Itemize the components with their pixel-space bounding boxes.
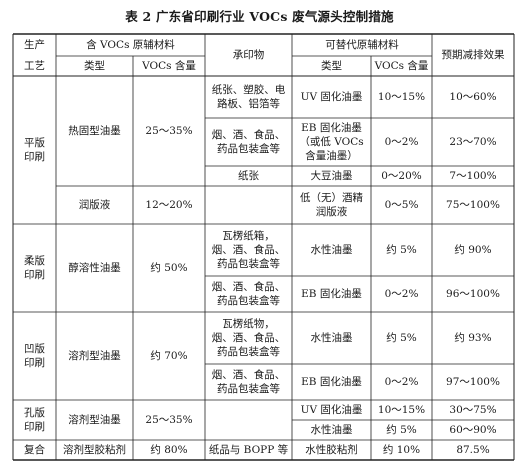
cell-alt-voc-fountain: 0～5% xyxy=(384,199,419,211)
cell-header-voc-material: 含 VOCs 原辅材料 xyxy=(86,39,175,51)
cell-alt-voc-gravure-1: 约 5% xyxy=(386,332,417,344)
cell-process-flexo: 柔版 印刷 xyxy=(24,255,45,281)
cell-substrate-flat-2: 烟、酒、食品、 药品包装盒等 xyxy=(211,129,286,155)
cell-header-alt-material: 可替代原辅材料 xyxy=(325,39,399,51)
cell-process-flat: 平版 印刷 xyxy=(24,137,45,163)
cell-substrate-flat-1: 纸张、塑胶、电 路板、铝箔等 xyxy=(211,84,286,110)
cell-reduction-composite: 87.5% xyxy=(456,444,490,456)
cell-header-substrate: 承印物 xyxy=(232,49,265,61)
cell-header-reduction: 预期减排效果 xyxy=(441,49,505,61)
cell-alt-fountain: 低（无）酒精 润版液 xyxy=(300,192,363,218)
cell-alt-flat-2: EB 固化油墨 （或低 VOCs 含量油墨） xyxy=(299,122,364,162)
cell-reduction-gravure-1: 约 93% xyxy=(454,332,492,344)
cell-alt-voc-flat-1: 10～15% xyxy=(377,91,426,103)
cell-header-alt-voc: VOCs 含量 xyxy=(374,60,429,72)
cell-reduction-fountain: 75～100% xyxy=(446,199,500,211)
cell-alt-voc-screen-2: 约 5% xyxy=(386,424,417,436)
cell-ink-fountain: 润版液 xyxy=(78,199,111,211)
cell-substrate-composite: 纸品与 BOPP 等 xyxy=(208,444,289,456)
cell-process-composite: 复合 xyxy=(24,444,45,456)
cell-alt-voc-flexo-2: 0～2% xyxy=(384,288,419,300)
cell-alt-gravure-2: EB 固化油墨 xyxy=(301,376,362,388)
cell-ink-flat: 热固型油墨 xyxy=(68,125,121,137)
cell-alt-composite: 水性胶粘剂 xyxy=(305,444,358,456)
cell-ink-gravure: 溶剂型油墨 xyxy=(68,350,121,362)
cell-voc-fountain: 12～20% xyxy=(145,199,193,211)
cell-reduction-gravure-2: 97～100% xyxy=(446,376,500,388)
cell-voc-screen: 25～35% xyxy=(145,414,193,426)
cell-voc-flat: 25～35% xyxy=(145,125,193,137)
cell-alt-voc-flexo-1: 约 5% xyxy=(386,244,417,256)
cell-reduction-flat-3: 7～100% xyxy=(449,170,497,182)
cell-ink-flexo: 醇溶性油墨 xyxy=(68,262,121,274)
cell-alt-voc-flat-3: 0～20% xyxy=(381,170,422,182)
cell-ink-composite: 溶剂型胶粘剂 xyxy=(63,444,126,456)
cell-voc-flexo: 约 50% xyxy=(150,262,188,274)
table-title: 表 2 广东省印刷行业 VOCs 废气源头控制措施 xyxy=(125,9,394,24)
cell-alt-screen-1: UV 固化油墨 xyxy=(300,404,363,416)
cell-alt-voc-screen-1: 10～15% xyxy=(377,404,426,416)
cell-substrate-gravure-2: 烟、酒、食品、 药品包装盒等 xyxy=(211,369,286,395)
cell-alt-flat-1: UV 固化油墨 xyxy=(300,91,363,103)
cell-header-process: 生产 xyxy=(24,39,45,51)
cell-reduction-screen-1: 30～75% xyxy=(449,404,497,416)
cell-reduction-flat-2: 23～70% xyxy=(449,136,497,148)
cell-voc-composite: 约 80% xyxy=(150,444,188,456)
cell-process-screen: 孔版 印刷 xyxy=(24,407,45,433)
cell-substrate-flexo-2: 烟、酒、食品、 药品包装盒等 xyxy=(211,281,286,307)
cell-substrate-flexo-1: 瓦楞纸箱， 烟、酒、食品、 药品包装盒等 xyxy=(211,230,286,270)
cell-alt-flexo-1: 水性油墨 xyxy=(310,244,353,256)
cell-alt-voc-flat-2: 0～2% xyxy=(384,136,419,148)
cell-header-type: 类型 xyxy=(84,60,105,72)
cell-process-gravure: 凹版 印刷 xyxy=(24,343,45,369)
cell-alt-voc-composite: 约 10% xyxy=(382,444,421,456)
cell-voc-gravure: 约 70% xyxy=(150,350,188,362)
cell-alt-flat-3: 大豆油墨 xyxy=(310,170,353,182)
cell-substrate-gravure-1: 瓦楞纸物， 烟、酒、食品、 药品包装盒等 xyxy=(211,318,286,358)
cell-alt-voc-gravure-2: 0～2% xyxy=(384,376,419,388)
cell-ink-screen: 溶剂型油墨 xyxy=(68,414,121,426)
cell-header-process-2: 工艺 xyxy=(24,60,45,72)
cell-header-alt-type: 类型 xyxy=(321,60,342,72)
cell-header-voc-content: VOCs 含量 xyxy=(142,60,196,72)
cell-reduction-screen-2: 60～90% xyxy=(449,424,497,436)
cell-alt-flexo-2: EB 固化油墨 xyxy=(301,288,362,300)
cell-reduction-flexo-2: 96～100% xyxy=(446,288,500,300)
cell-alt-gravure-1: 水性油墨 xyxy=(310,332,353,344)
cell-reduction-flat-1: 10～60% xyxy=(449,91,497,103)
cell-substrate-flat-3: 纸张 xyxy=(238,170,259,182)
cell-alt-screen-2: 水性油墨 xyxy=(310,424,353,436)
cell-reduction-flexo-1: 约 90% xyxy=(454,244,492,256)
